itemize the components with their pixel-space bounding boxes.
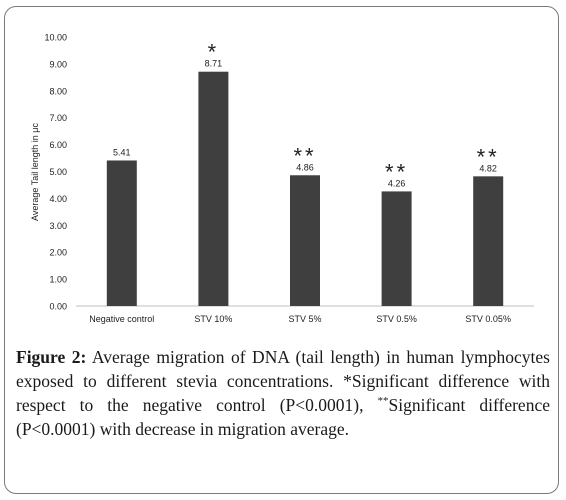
significance-mark: ** [385,159,408,184]
data-label: 4.82 [479,163,497,173]
x-tick-label: STV 10% [194,314,232,324]
figure-frame [4,6,559,494]
caption-text-2: Significant difference (P<0.0001) with d… [16,395,550,439]
bar [473,176,504,306]
y-tick-label: 1.00 [49,275,67,285]
y-tick-label: 4.00 [49,194,67,204]
x-axis-labels: Negative control STV 10% STV 5% STV 0.5% STV… [89,314,511,324]
x-tick-label: STV 0.05% [465,314,511,324]
value-labels-group: 5.41 8.71 4.86 4.26 4.82 [113,59,497,189]
significance-marks-group: ******* [208,40,500,185]
y-axis-label: Average Tail length in μc [30,123,40,221]
x-tick-label: Negative control [89,314,154,324]
figure-caption: Figure 2: Average migration of DNA (tail… [16,345,550,441]
bar [290,175,320,306]
y-axis-ticks: 0.00 1.00 2.00 3.00 4.00 5.00 6.00 7.00 8.00 9.00… [44,33,67,312]
y-tick-label: 10.00 [44,33,67,43]
y-tick-label: 9.00 [49,59,67,69]
bar [198,71,229,307]
y-tick-label: 2.00 [49,248,67,258]
y-tick-label: 6.00 [49,140,67,150]
x-tick-label: STV 5% [288,314,321,324]
bar [381,191,412,306]
data-label: 5.41 [113,147,131,157]
y-tick-label: 8.00 [49,86,67,96]
bar [106,160,137,306]
bars-group [106,71,504,307]
data-label: 4.26 [388,178,406,188]
y-tick-label: 5.00 [49,167,67,177]
caption-label: Figure 2: [16,347,87,367]
caption-superscript: ** [377,395,389,408]
x-tick-label: STV 0.5% [376,314,417,324]
significance-mark: ** [293,143,316,168]
y-tick-label: 3.00 [49,221,67,231]
significance-mark: ** [477,144,500,169]
significance-mark: * [208,40,220,65]
y-tick-label: 7.00 [49,113,67,123]
data-label: 8.71 [205,59,223,69]
y-tick-label: 0.00 [49,302,67,312]
bar-chart: Average Tail length in μc 0.00 1.00 2.00 3.… [30,33,534,324]
data-label: 4.86 [296,162,314,172]
caption-text: Average migration of DNA (tail length) i… [16,347,550,415]
